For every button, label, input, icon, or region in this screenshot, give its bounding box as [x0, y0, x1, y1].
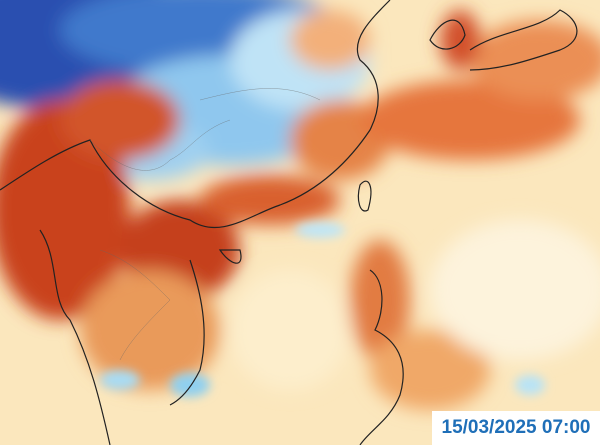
borders	[89, 88, 321, 361]
timestamp: 15/03/2025 07:00	[432, 411, 600, 445]
coastlines	[0, 0, 578, 445]
cool-spots	[100, 222, 545, 397]
temperature-field	[0, 0, 600, 410]
